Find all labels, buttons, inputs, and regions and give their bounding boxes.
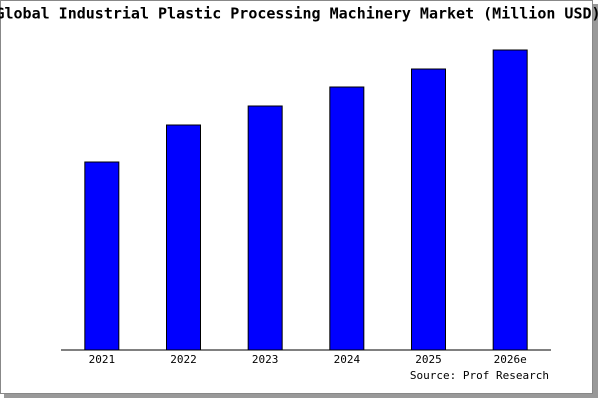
x-tick-label: 2023 (252, 353, 279, 366)
x-tick-label: 2022 (170, 353, 197, 366)
bar (166, 124, 201, 351)
bar (329, 86, 365, 351)
x-tick-label: 2025 (415, 353, 442, 366)
x-tick-label: 2024 (334, 353, 361, 366)
chart-title: Global Industrial Plastic Processing Mac… (0, 5, 600, 23)
x-tick-label: 2026e (494, 353, 527, 366)
bar (411, 68, 446, 351)
x-tick-label: 2021 (89, 353, 116, 366)
source-note: Source: Prof Research (410, 369, 549, 382)
bar (84, 161, 120, 351)
bar (492, 49, 528, 351)
bar (247, 105, 283, 351)
